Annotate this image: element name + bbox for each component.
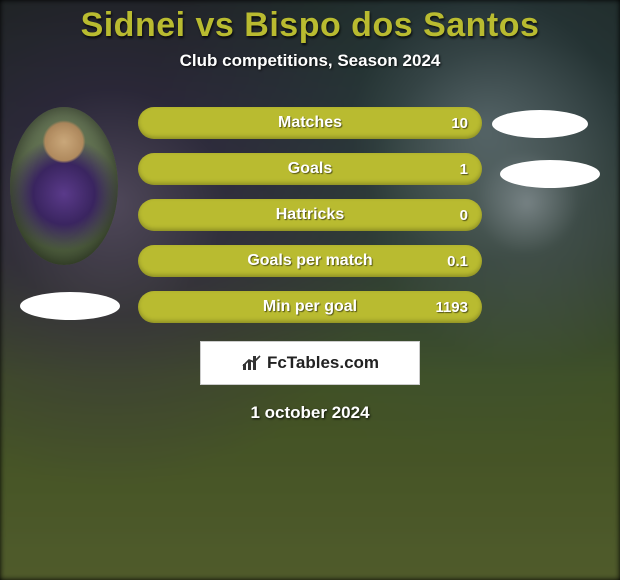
player-right-name-placeholder <box>500 160 600 188</box>
page-subtitle: Club competitions, Season 2024 <box>0 51 620 71</box>
stat-label: Goals per match <box>138 245 482 277</box>
comparison-bars: Matches 10 Goals 1 Hattricks 0 Goals per… <box>138 107 482 323</box>
stat-value: 10 <box>451 107 468 139</box>
footer-date: 1 october 2024 <box>0 403 620 423</box>
stat-bar-goals: Goals 1 <box>138 153 482 185</box>
branding-text: FcTables.com <box>267 353 379 373</box>
stat-bar-hattricks: Hattricks 0 <box>138 199 482 231</box>
stat-value: 0.1 <box>447 245 468 277</box>
player-left-name-placeholder <box>20 292 120 320</box>
stat-value: 1 <box>460 153 468 185</box>
stat-label: Hattricks <box>138 199 482 231</box>
player-left-avatar <box>10 107 118 265</box>
bar-chart-icon <box>241 354 263 372</box>
player-right-avatar-placeholder <box>492 110 588 138</box>
stat-value: 1193 <box>435 291 468 323</box>
stat-label: Min per goal <box>138 291 482 323</box>
page-title: Sidnei vs Bispo dos Santos <box>0 6 620 45</box>
stat-bar-mpg: Min per goal 1193 <box>138 291 482 323</box>
branding-box[interactable]: FcTables.com <box>200 341 420 385</box>
compare-area: Matches 10 Goals 1 Hattricks 0 Goals per… <box>0 107 620 423</box>
stat-bar-gpm: Goals per match 0.1 <box>138 245 482 277</box>
stat-label: Goals <box>138 153 482 185</box>
content-root: Sidnei vs Bispo dos Santos Club competit… <box>0 0 620 423</box>
stat-label: Matches <box>138 107 482 139</box>
stat-bar-matches: Matches 10 <box>138 107 482 139</box>
stat-value: 0 <box>460 199 468 231</box>
